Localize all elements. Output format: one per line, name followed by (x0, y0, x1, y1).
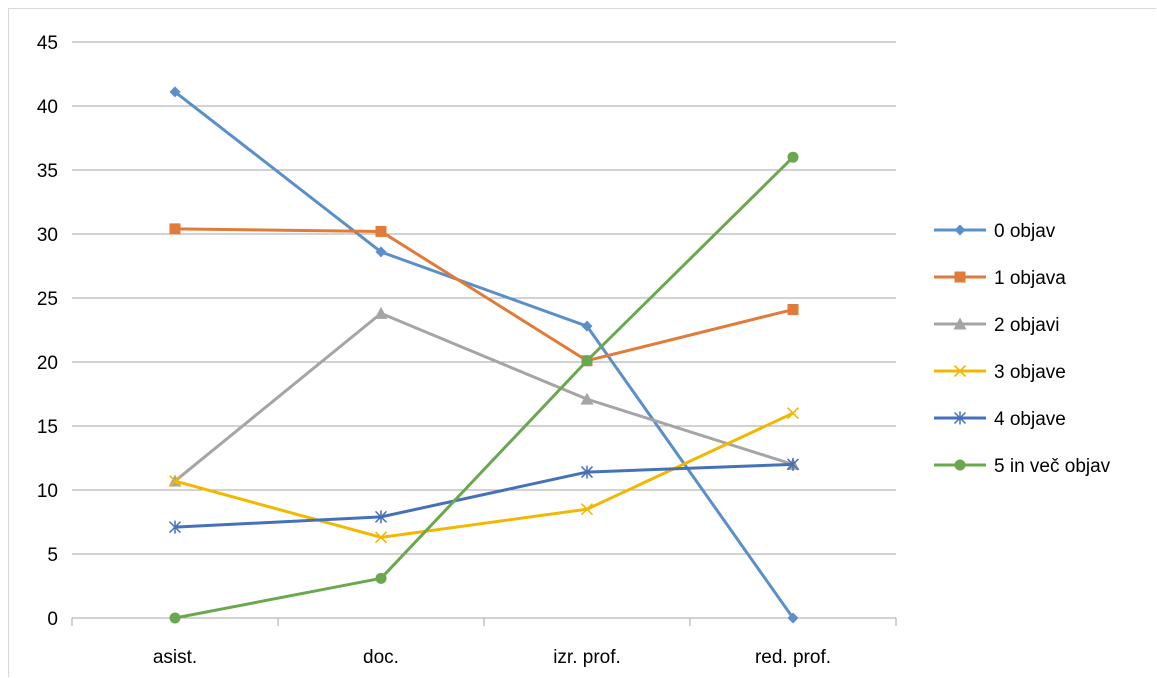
data-point (954, 224, 966, 236)
series-line (174, 411, 794, 539)
legend: 0 objav 1 objava 2 objavi 3 objave 4 objave 5… (934, 221, 1111, 477)
chart-frame (8, 8, 1156, 677)
y-tick-label: 20 (37, 353, 58, 374)
legend-label: 0 objav (994, 221, 1056, 242)
y-tick-label: 0 (47, 609, 58, 630)
data-point (787, 151, 799, 163)
data-point (581, 355, 593, 367)
data-point (953, 317, 967, 330)
legend-entry: 5 in več objav (934, 456, 1111, 477)
x-axis-ticks: asist. doc. izr. prof. red. prof. (153, 647, 831, 668)
series-line (174, 311, 794, 483)
data-point (374, 510, 388, 524)
x-axis (71, 617, 897, 626)
y-tick-label: 15 (37, 417, 58, 438)
data-point (953, 411, 967, 425)
y-tick-label: 35 (37, 161, 58, 182)
data-point (374, 306, 388, 319)
data-point (786, 457, 800, 471)
legend-entry: 0 objav (934, 221, 1056, 242)
legend-entry: 2 objavi (934, 315, 1060, 336)
x-tick-label: asist. (153, 647, 197, 668)
x-tick-label: red. prof. (755, 647, 831, 668)
legend-entry: 4 objave (934, 409, 1066, 430)
legend-label: 3 objave (994, 362, 1066, 383)
data-point (375, 246, 387, 258)
data-point (580, 392, 594, 405)
data-point (954, 271, 966, 283)
series-line (174, 156, 795, 620)
legend-label: 2 objavi (994, 315, 1060, 336)
series-line (174, 90, 795, 619)
legend-entry: 3 objave (934, 362, 1066, 383)
legend-label: 5 in več objav (994, 456, 1111, 477)
data-point (786, 407, 800, 420)
legend-label: 4 objave (994, 409, 1066, 430)
data-point (787, 612, 799, 624)
data-point (169, 223, 181, 235)
data-point (374, 531, 388, 544)
y-tick-label: 25 (37, 289, 58, 310)
data-point (580, 503, 594, 516)
series-line (174, 462, 794, 529)
data-point (168, 520, 182, 534)
series-3 (168, 306, 800, 487)
data-point (953, 364, 967, 378)
y-tick-label: 40 (37, 97, 58, 118)
series-line (174, 227, 794, 363)
series-lines (168, 86, 800, 624)
data-point (787, 304, 799, 316)
x-tick-label: izr. prof. (553, 647, 621, 668)
legend-label: 1 objava (994, 268, 1066, 289)
data-point (375, 572, 387, 584)
gridlines (72, 41, 896, 555)
y-tick-label: 45 (37, 33, 58, 54)
series-4 (168, 407, 800, 544)
data-point (375, 225, 387, 237)
x-tick-label: doc. (363, 647, 399, 668)
legend-entry: 1 objava (934, 268, 1066, 289)
data-point (169, 612, 181, 624)
y-tick-label: 5 (47, 545, 58, 566)
data-point (168, 474, 182, 488)
data-point (954, 459, 966, 471)
series-6 (169, 151, 799, 624)
y-tick-label: 30 (37, 225, 58, 246)
series-1 (169, 86, 799, 624)
y-axis-ticks: 0 5 10 15 20 25 30 35 40 45 (37, 33, 58, 630)
data-point (580, 465, 594, 479)
data-point (581, 320, 593, 332)
series-5 (168, 457, 800, 534)
y-tick-label: 10 (37, 481, 58, 502)
data-point (169, 86, 181, 98)
